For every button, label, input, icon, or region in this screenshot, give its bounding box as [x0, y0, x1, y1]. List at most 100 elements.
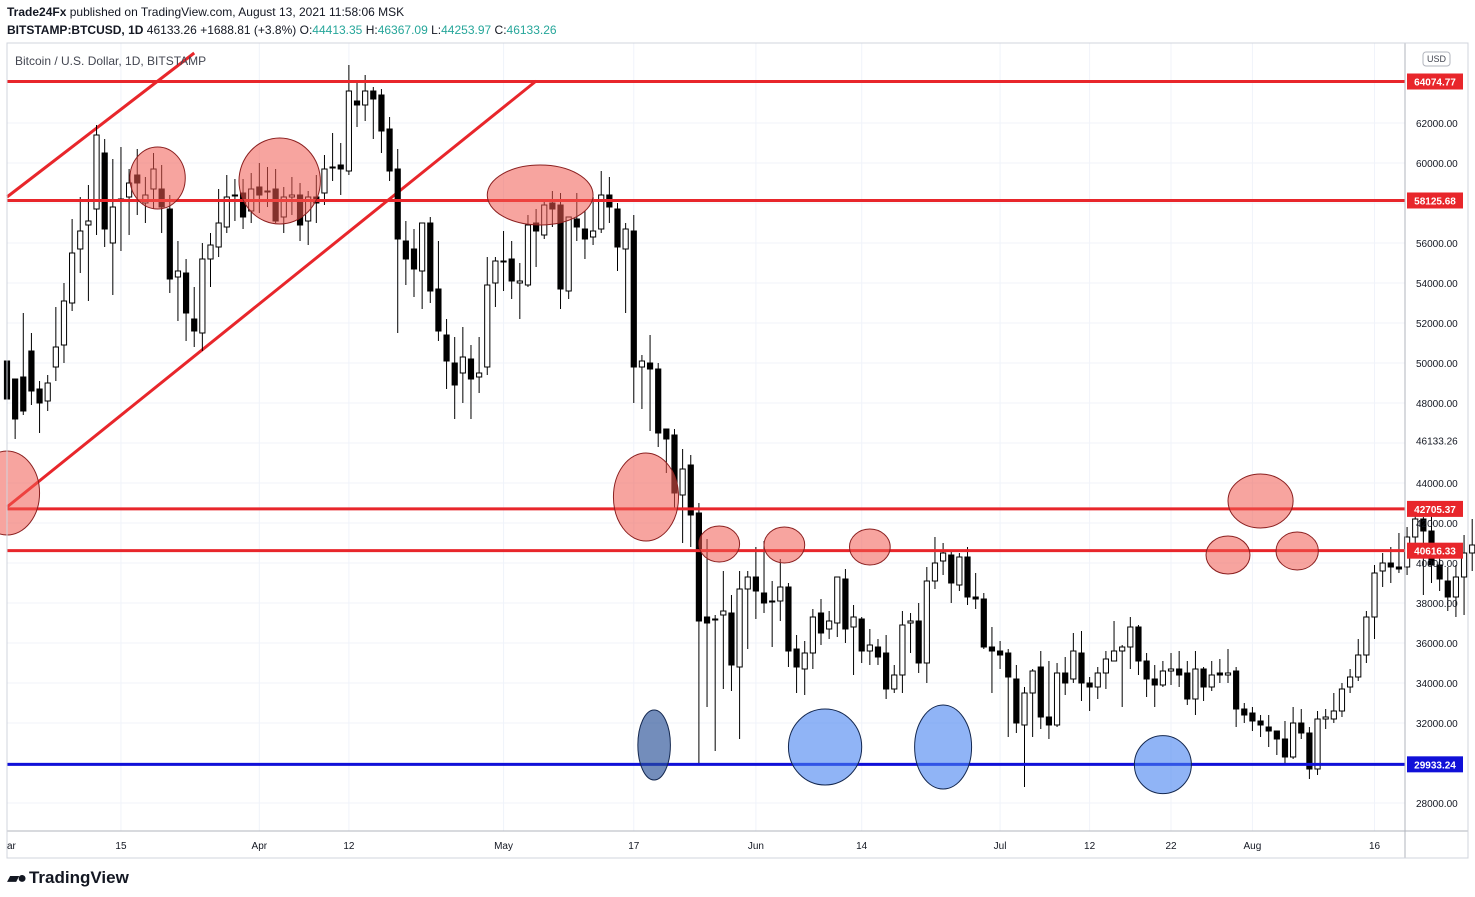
chart-legend-title: Bitcoin / U.S. Dollar, 1D, BITSTAMP: [15, 54, 207, 68]
candle-body: [1241, 708, 1248, 716]
tradingview-brand[interactable]: ▰● TradingView: [7, 868, 129, 888]
candle: [891, 665, 898, 693]
candle: [12, 378, 19, 439]
candle: [801, 641, 808, 695]
candle: [52, 307, 59, 381]
last-price-tag: [1407, 433, 1463, 448]
candle: [866, 629, 873, 665]
candle-body: [940, 552, 947, 562]
candle-body: [1029, 670, 1036, 694]
candle-body: [793, 648, 800, 668]
candle: [1257, 715, 1264, 737]
candle-body: [646, 362, 654, 370]
candle: [109, 159, 116, 295]
x-tick-label: Jun: [748, 841, 764, 852]
candle: [44, 375, 51, 411]
y-tick-label: 62000.00: [1416, 119, 1458, 130]
x-tick-label: 15: [115, 841, 127, 852]
candle: [20, 313, 27, 415]
candle-body: [476, 372, 483, 378]
candle-body: [1330, 710, 1337, 720]
candle: [940, 543, 947, 575]
candle: [809, 609, 816, 669]
chart-frame: [6, 42, 1469, 859]
candle: [370, 87, 377, 139]
candle: [508, 241, 515, 299]
candle-body: [655, 368, 662, 434]
candle: [329, 133, 336, 181]
candle-body: [1005, 652, 1012, 678]
candle: [467, 345, 475, 419]
candle: [1306, 727, 1313, 779]
candle: [712, 615, 719, 751]
candle: [1005, 649, 1012, 737]
channel-line: [6, 79, 538, 509]
candle: [451, 337, 458, 419]
candle-body: [883, 652, 890, 690]
publisher-name: Trade24Fx: [7, 5, 67, 19]
candle: [834, 576, 841, 637]
candle-body: [1371, 572, 1378, 618]
candle: [378, 89, 385, 153]
candle: [793, 635, 800, 693]
candle: [956, 553, 963, 591]
resistance-circle: [763, 526, 806, 564]
candle-body: [956, 556, 963, 586]
candle-body: [638, 360, 646, 368]
candle-body: [451, 362, 458, 386]
level-price-tag: [1407, 542, 1463, 559]
candle: [435, 241, 442, 341]
candle: [516, 263, 523, 319]
candle: [1013, 665, 1020, 733]
candle-body: [1119, 646, 1126, 652]
resistance-circle: [698, 525, 741, 563]
candle-body: [1094, 672, 1101, 688]
level-price-tag: [1407, 73, 1463, 90]
candle-body: [899, 624, 906, 676]
candle: [1176, 651, 1183, 687]
annotation-layer: [6, 51, 538, 509]
candle: [1379, 553, 1386, 587]
candle: [1273, 730, 1280, 755]
candle: [402, 221, 409, 285]
candle: [1208, 661, 1215, 691]
candle-body: [1460, 552, 1468, 578]
candle-body: [207, 244, 214, 260]
candle-body: [1469, 544, 1475, 554]
candle: [459, 327, 466, 403]
candle-body: [1412, 518, 1419, 538]
candle-body: [801, 652, 808, 670]
candle-body: [1013, 678, 1020, 724]
y-tick-label: 38000.00: [1416, 599, 1458, 610]
close-label: C:: [494, 23, 507, 37]
candle-body: [345, 90, 352, 172]
candle-body: [427, 222, 434, 292]
candle: [223, 175, 230, 233]
candle-body: [20, 376, 27, 412]
candle-body: [370, 90, 377, 100]
candle: [988, 627, 996, 693]
candle: [500, 231, 507, 291]
candle-body: [931, 562, 939, 582]
candle-body: [573, 218, 580, 228]
candle-body: [1265, 726, 1272, 732]
candle: [899, 611, 906, 693]
channel-line: [6, 51, 196, 199]
candle: [1184, 661, 1191, 705]
candle-body: [1452, 576, 1460, 598]
candle-body: [199, 258, 206, 334]
candle-body: [1257, 720, 1264, 726]
candle-body: [809, 616, 816, 654]
candle: [484, 257, 491, 375]
candle: [1070, 633, 1077, 683]
candle: [752, 547, 759, 619]
candle-body: [1420, 518, 1427, 532]
candle-body: [109, 206, 116, 244]
candle-body: [223, 196, 230, 228]
candle-body: [1444, 580, 1451, 598]
candle-body: [1355, 654, 1362, 678]
currency-badge-label: USD: [1427, 54, 1447, 64]
candle: [842, 569, 849, 643]
candle: [622, 223, 629, 313]
